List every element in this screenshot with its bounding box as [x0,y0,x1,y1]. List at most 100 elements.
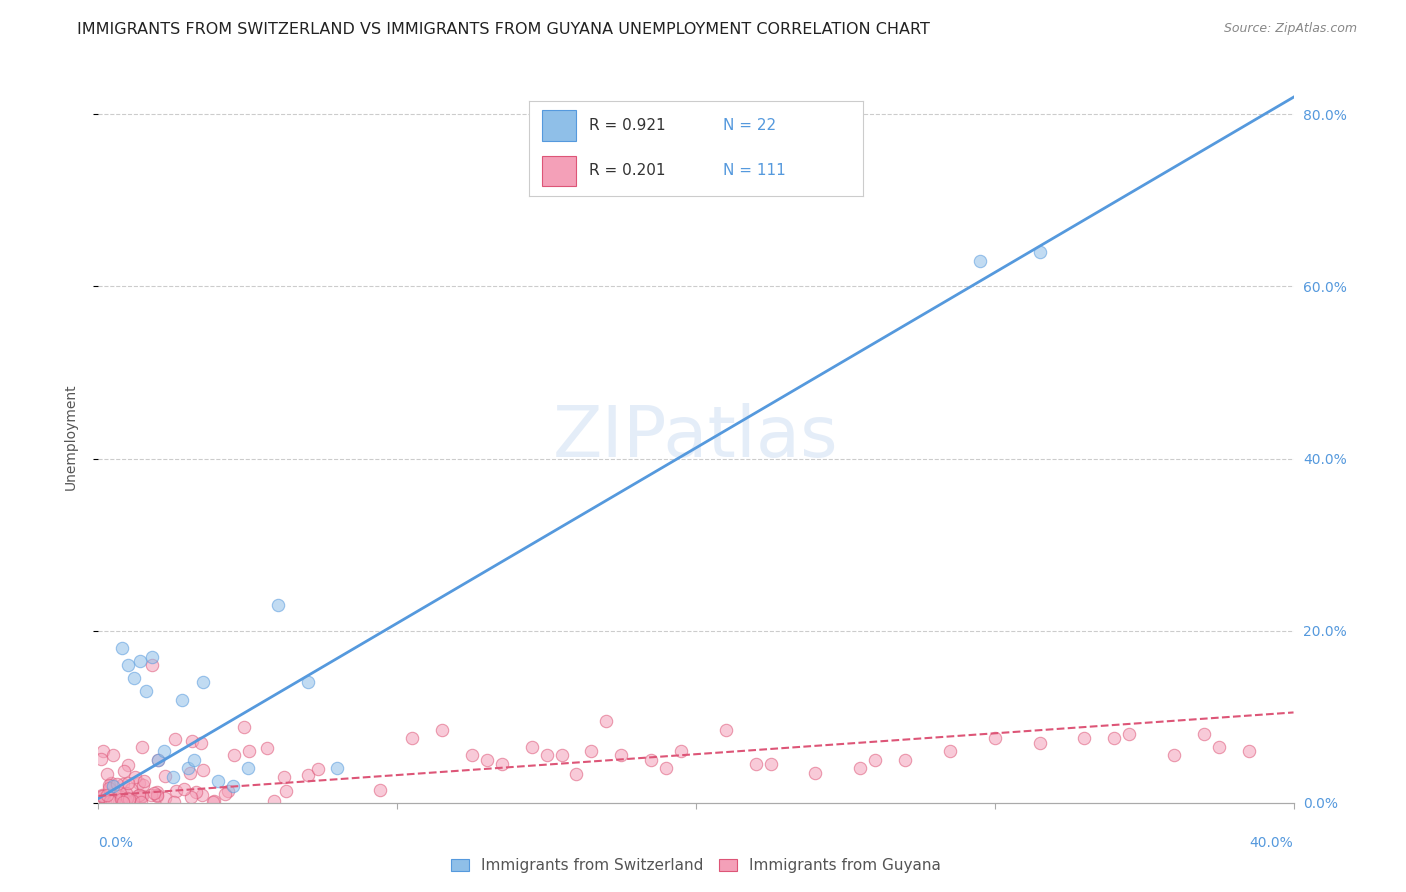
Point [114,793,136,807]
Point [370,782,392,797]
Point [326,761,349,775]
Point [98,794,121,808]
Point [491,757,513,772]
Point [595,714,617,728]
Point [202,795,225,809]
Point [101,795,124,809]
Point [461,748,484,763]
Point [222,779,245,793]
Point [121,795,143,809]
Point [536,748,558,763]
Point [939,744,962,758]
Point [103,779,125,793]
Point [112,777,135,791]
Point [110,792,132,806]
Point [201,795,224,809]
Point [565,767,588,781]
Point [581,744,603,758]
Text: ZIPatlas: ZIPatlas [553,402,839,472]
Point [1104,731,1126,746]
Point [177,761,200,775]
Point [191,789,214,803]
Point [1163,748,1185,763]
Point [91,744,114,758]
Point [610,748,633,763]
Point [550,748,572,763]
Point [273,770,295,784]
Point [1073,731,1095,746]
Point [129,795,152,809]
Point [1118,727,1140,741]
Point [865,753,887,767]
Point [141,788,163,802]
Point [849,761,872,775]
Point [129,789,152,804]
Point [153,768,176,782]
Point [98,781,121,796]
Point [93,789,115,803]
Point [267,598,290,612]
Point [162,770,184,784]
Point [184,785,207,799]
Point [93,790,115,805]
Point [232,720,254,734]
Point [894,753,917,767]
Point [297,768,319,782]
Point [214,788,236,802]
Point [117,658,139,673]
Point [153,744,176,758]
Point [141,658,163,673]
Point [135,684,157,698]
Point [475,753,498,767]
Point [984,731,1007,746]
Point [180,789,202,804]
Point [655,761,678,775]
Point [430,723,453,737]
Point [1237,744,1260,758]
Point [108,795,131,809]
Text: IMMIGRANTS FROM SWITZERLAND VS IMMIGRANTS FROM GUYANA UNEMPLOYMENT CORRELATION C: IMMIGRANTS FROM SWITZERLAND VS IMMIGRANT… [77,22,931,37]
Point [98,780,121,795]
Point [1028,735,1050,749]
Point [117,791,139,805]
Point [307,762,329,776]
Point [146,753,169,767]
Point [96,788,118,802]
Point [111,640,134,655]
Point [181,734,204,748]
Point [141,649,163,664]
Point [401,731,423,746]
Point [222,747,245,762]
Point [143,786,166,800]
Point [238,743,260,757]
Legend: Immigrants from Switzerland, Immigrants from Guyana: Immigrants from Switzerland, Immigrants … [444,852,948,880]
Point [165,731,187,746]
Point [148,753,170,767]
Point [115,790,138,805]
Point [117,775,139,789]
Point [91,788,114,802]
Point [1028,245,1050,260]
Point [146,789,169,804]
Point [1192,727,1215,741]
Point [263,793,285,807]
Point [121,793,143,807]
Point [183,753,205,767]
Point [190,736,212,750]
Point [90,752,112,766]
Point [105,777,128,791]
Point [112,764,135,778]
Point [94,795,117,809]
Point [110,786,132,800]
Point [276,784,298,798]
Point [804,765,827,780]
Point [111,795,134,809]
Point [669,744,692,758]
Point [745,757,768,772]
Point [714,723,737,737]
Point [97,778,120,792]
Text: 0.0%: 0.0% [98,836,134,850]
Point [128,776,150,790]
Point [297,675,319,690]
Point [236,761,259,775]
